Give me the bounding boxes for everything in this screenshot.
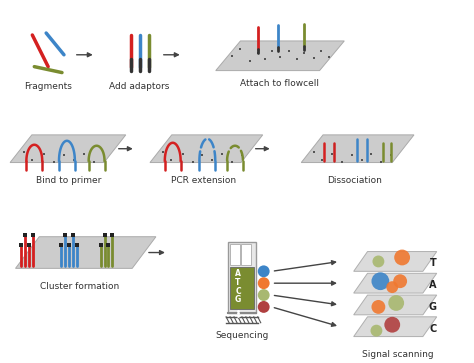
Polygon shape <box>354 295 437 315</box>
Text: C: C <box>429 324 437 334</box>
Text: Dissociation: Dissociation <box>327 176 382 185</box>
Polygon shape <box>354 252 437 271</box>
FancyBboxPatch shape <box>228 242 256 313</box>
Circle shape <box>384 317 400 333</box>
Polygon shape <box>301 135 414 163</box>
Text: T: T <box>429 258 436 268</box>
Polygon shape <box>16 237 156 268</box>
Text: Attach to flowcell: Attach to flowcell <box>240 78 319 87</box>
Polygon shape <box>354 273 437 293</box>
Text: C: C <box>235 287 241 295</box>
Circle shape <box>258 289 270 301</box>
FancyBboxPatch shape <box>230 268 254 309</box>
Circle shape <box>393 274 407 288</box>
Circle shape <box>372 300 385 314</box>
Polygon shape <box>216 41 344 70</box>
Text: PCR extension: PCR extension <box>171 176 236 185</box>
Text: A: A <box>429 280 437 290</box>
Text: Fragments: Fragments <box>24 82 72 91</box>
Circle shape <box>372 272 389 290</box>
Text: T: T <box>235 278 241 287</box>
Text: Signal scanning: Signal scanning <box>362 350 434 359</box>
Polygon shape <box>150 135 263 163</box>
FancyBboxPatch shape <box>241 244 251 265</box>
Text: G: G <box>235 295 241 305</box>
Polygon shape <box>354 317 437 337</box>
Text: Cluster formation: Cluster formation <box>40 282 119 291</box>
Text: Add adaptors: Add adaptors <box>109 82 169 91</box>
Text: Sequencing: Sequencing <box>215 331 269 340</box>
Text: G: G <box>429 302 437 312</box>
Circle shape <box>258 265 270 277</box>
Circle shape <box>386 281 398 293</box>
Circle shape <box>258 301 270 313</box>
Circle shape <box>388 295 404 311</box>
Circle shape <box>371 325 383 337</box>
Circle shape <box>394 250 410 265</box>
Circle shape <box>258 277 270 289</box>
Text: A: A <box>235 269 241 278</box>
Polygon shape <box>10 135 126 163</box>
Text: Bind to primer: Bind to primer <box>36 176 101 185</box>
FancyBboxPatch shape <box>230 244 240 265</box>
Circle shape <box>373 256 384 268</box>
